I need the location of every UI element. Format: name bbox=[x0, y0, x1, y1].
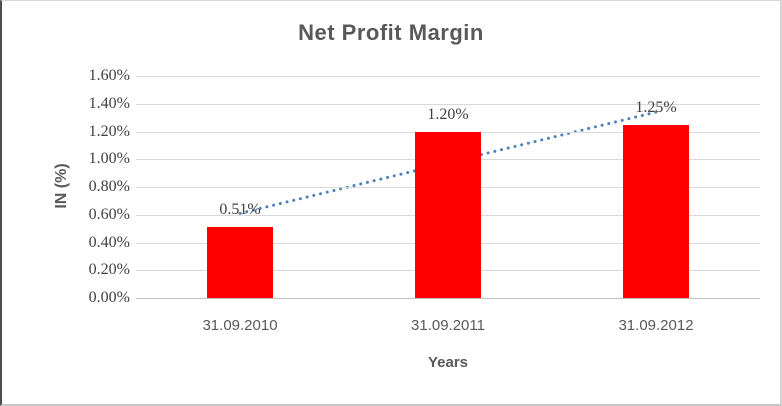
y-tick-label: 1.40% bbox=[88, 94, 130, 112]
y-tick-label: 1.20% bbox=[88, 122, 130, 140]
data-label: 1.20% bbox=[427, 105, 469, 123]
y-tick-label: 0.60% bbox=[88, 205, 130, 223]
bar-31.09.2012 bbox=[623, 124, 689, 298]
y-tick-label: 1.60% bbox=[88, 67, 130, 84]
y-tick-label: 0.40% bbox=[88, 233, 130, 251]
y-tick-label: 1.00% bbox=[88, 150, 130, 168]
data-label: 1.25% bbox=[635, 98, 677, 116]
y-tick-label: 0.00% bbox=[88, 289, 130, 306]
chart-title: Net Profit Margin bbox=[298, 20, 484, 45]
data-label: 0.51% bbox=[219, 201, 261, 219]
x-axis-line bbox=[136, 298, 760, 299]
bar-31.09.2010 bbox=[207, 227, 273, 298]
x-axis-title: Years bbox=[427, 354, 469, 371]
gridline bbox=[136, 76, 760, 77]
y-tick-label: 0.80% bbox=[88, 178, 130, 195]
x-tick-label: 31.09.2012 bbox=[618, 317, 694, 334]
bar-31.09.2011 bbox=[415, 131, 481, 298]
x-tick-label: 31.09.2010 bbox=[202, 317, 278, 334]
x-tick-label: 31.09.2011 bbox=[411, 317, 485, 334]
y-tick-label: 0.20% bbox=[88, 261, 130, 279]
gridline bbox=[136, 103, 760, 105]
